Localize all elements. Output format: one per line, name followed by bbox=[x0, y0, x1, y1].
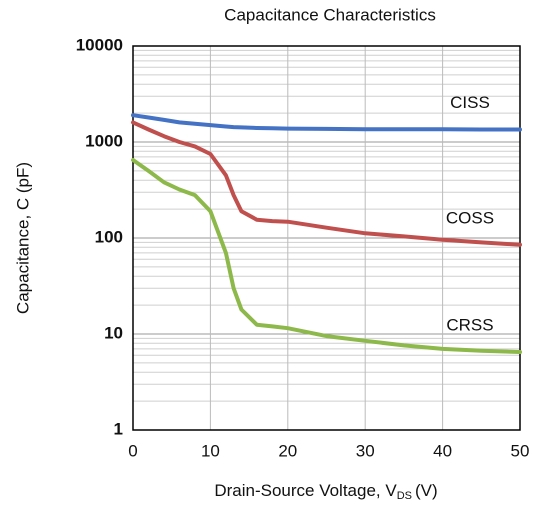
x-tick-label: 50 bbox=[511, 441, 530, 460]
y-tick-label: 100 bbox=[95, 227, 123, 246]
y-tick-label: 10000 bbox=[76, 35, 123, 54]
x-tick-label: 0 bbox=[128, 441, 137, 460]
x-tick-label: 10 bbox=[201, 441, 220, 460]
series-label: CRSS bbox=[446, 315, 493, 334]
series-label: COSS bbox=[446, 208, 494, 227]
series-line bbox=[131, 113, 522, 132]
x-tick-label: 20 bbox=[278, 441, 297, 460]
x-tick-label: 30 bbox=[356, 441, 375, 460]
series-label: CISS bbox=[450, 93, 490, 112]
x-axis-label-end: (V) bbox=[415, 481, 438, 500]
chart-title: Capacitance Characteristics bbox=[224, 5, 436, 24]
x-axis-label: Drain-Source Voltage, VDS (V) bbox=[214, 481, 437, 501]
y-tick-label: 1000 bbox=[85, 131, 123, 150]
series-line bbox=[131, 158, 522, 354]
y-tick-label: 10 bbox=[104, 323, 123, 342]
x-tick-label: 40 bbox=[433, 441, 452, 460]
x-axis-label-main: Drain-Source Voltage, V bbox=[214, 481, 397, 500]
y-axis-label: Capacitance, C (pF) bbox=[13, 162, 32, 314]
series-line bbox=[131, 120, 522, 247]
plot-frame bbox=[132, 45, 521, 431]
x-axis-label-sub: DS bbox=[397, 490, 412, 502]
y-tick-label: 1 bbox=[114, 419, 123, 438]
